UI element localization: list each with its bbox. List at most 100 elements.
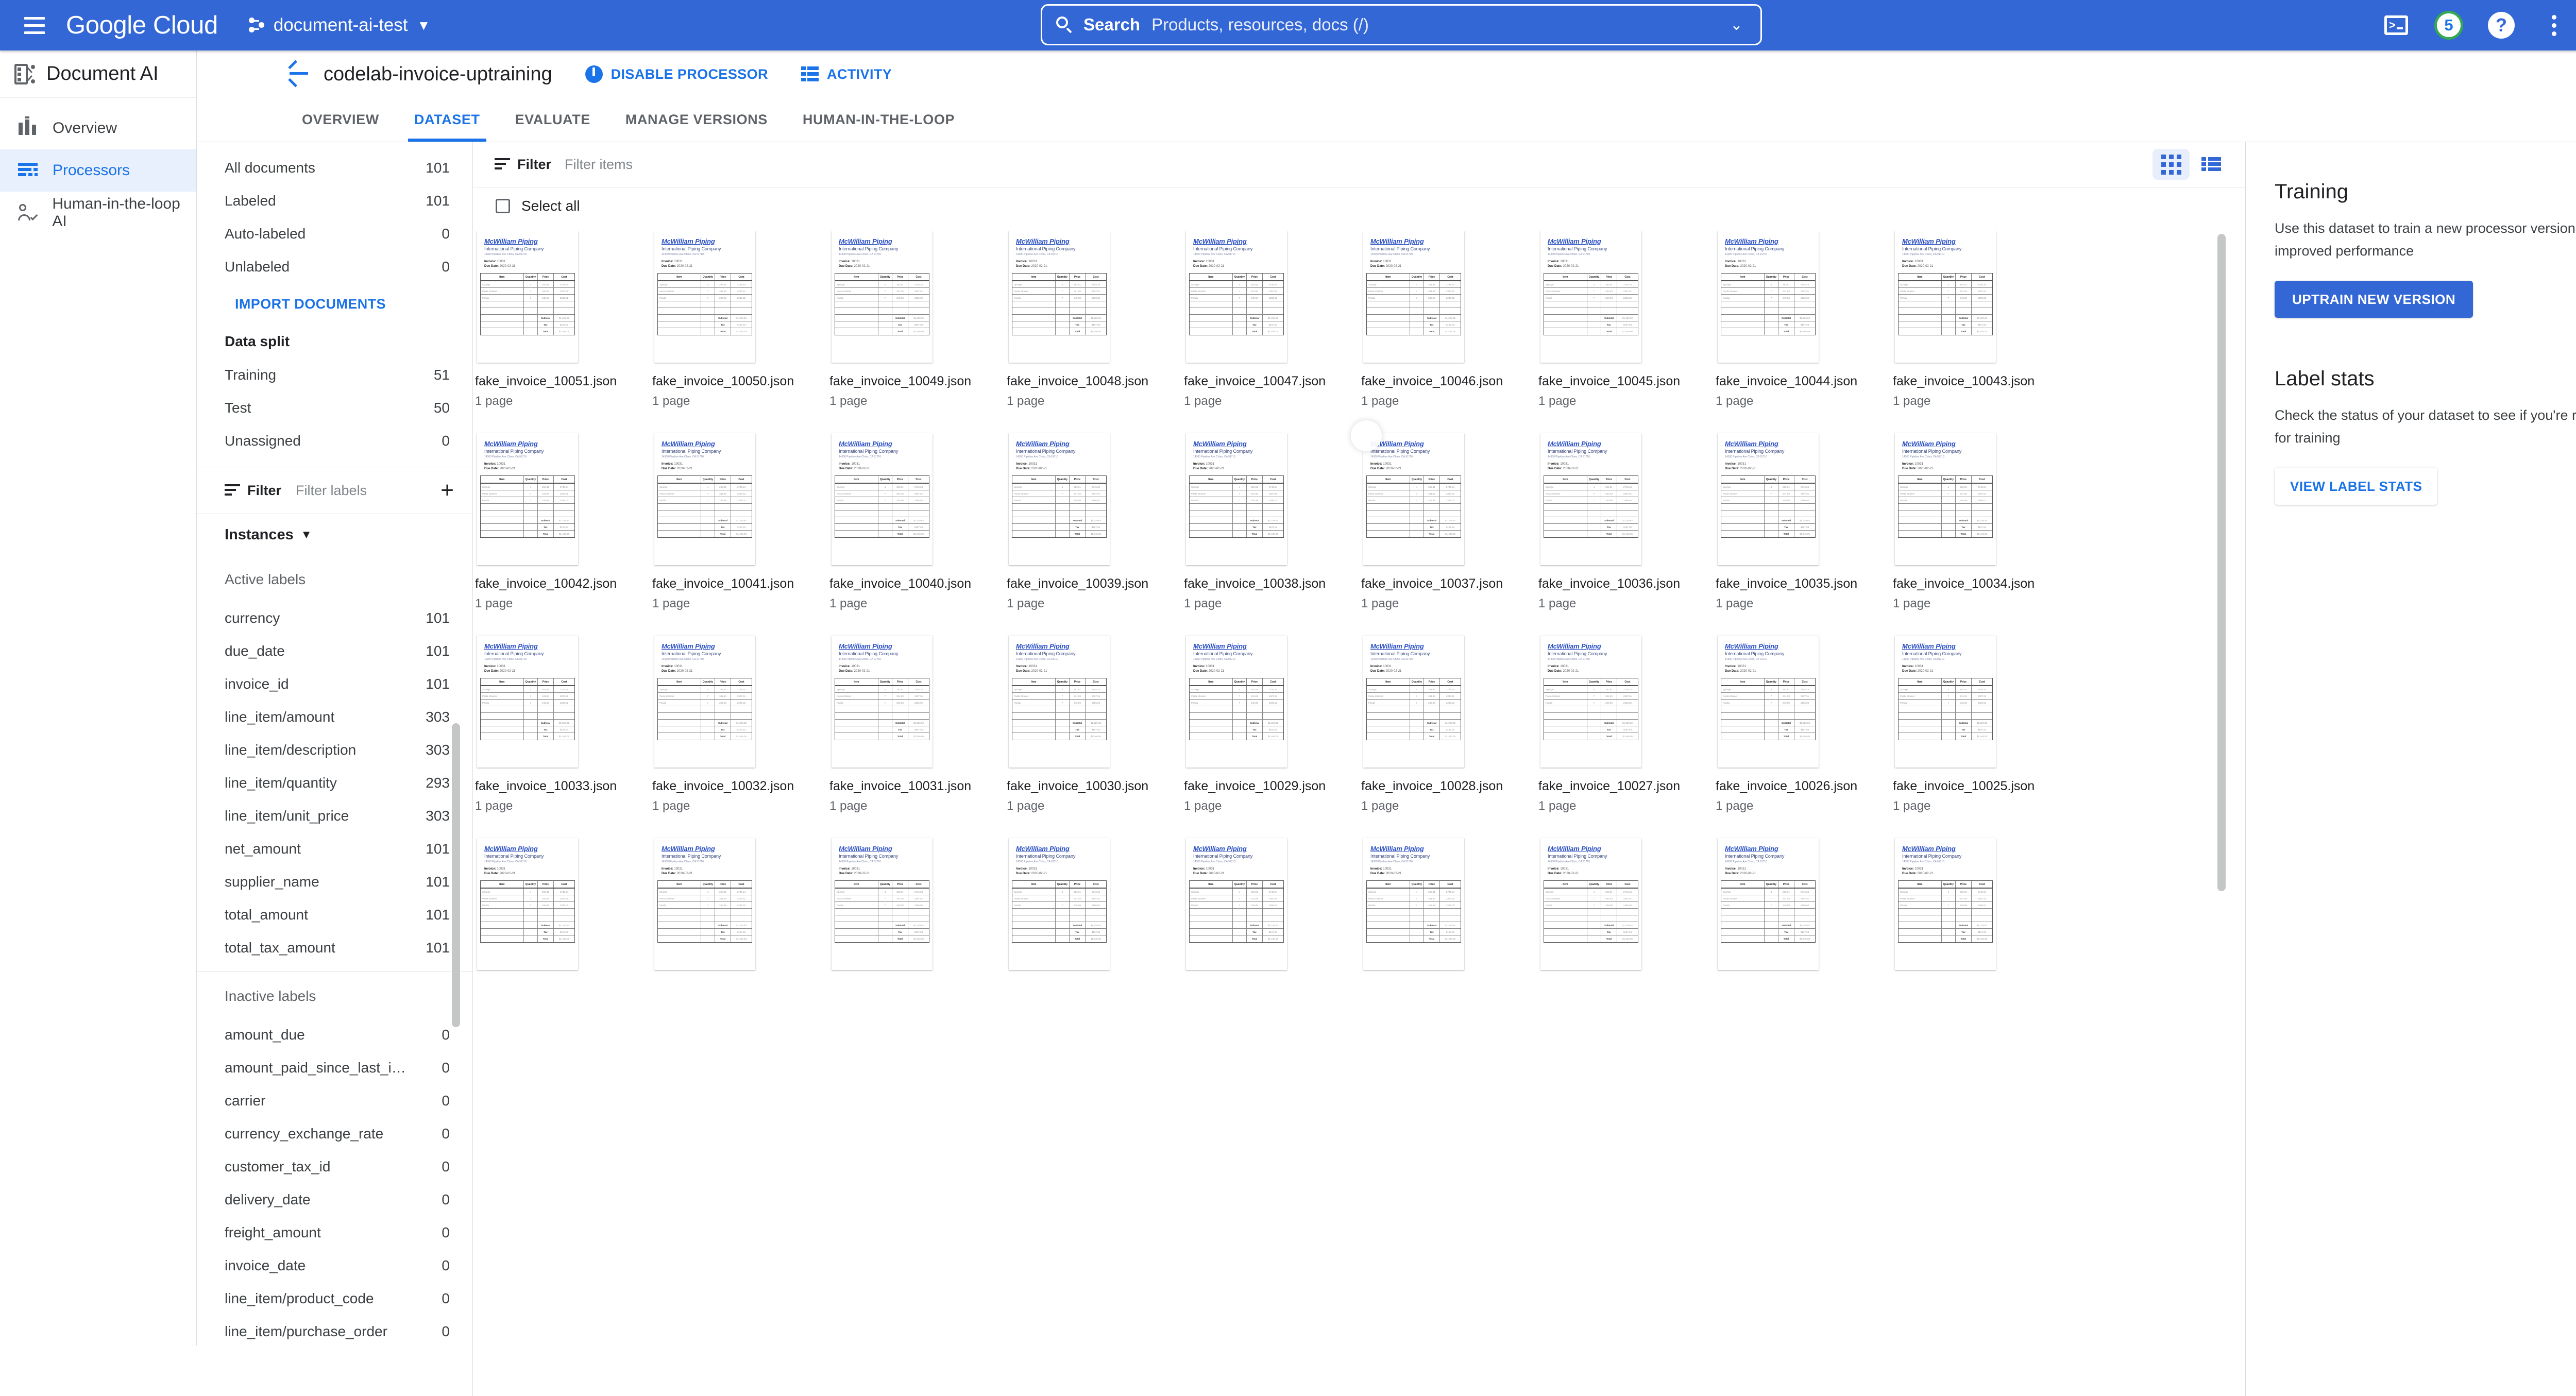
document-thumbnail[interactable]: McWilliam Piping International Piping Com…: [1009, 838, 1110, 970]
document-thumbnail[interactable]: McWilliam Piping International Piping Com…: [1009, 433, 1110, 565]
label-row[interactable]: line_item/description 303: [197, 734, 472, 767]
split-test[interactable]: Test 50: [197, 391, 472, 424]
tab-overview[interactable]: OVERVIEW: [302, 112, 379, 127]
sidebar-item-human-in-the-loop[interactable]: Human-in-the-loop AI: [0, 192, 196, 234]
document-card[interactable]: McWilliam Piping International Piping Com…: [650, 636, 827, 813]
document-card[interactable]: McWilliam Piping International Piping Com…: [1359, 433, 1536, 611]
project-selector[interactable]: document-ai-test ▼: [248, 15, 430, 36]
document-card[interactable]: McWilliam Piping International Piping Com…: [827, 433, 1005, 611]
document-card[interactable]: McWilliam Piping International Piping Com…: [1182, 231, 1359, 408]
document-card[interactable]: McWilliam Piping International Piping Com…: [1714, 231, 1891, 408]
document-thumbnail[interactable]: McWilliam Piping International Piping Com…: [1009, 636, 1110, 768]
google-cloud-logo[interactable]: Google Cloud: [66, 11, 218, 39]
label-row[interactable]: supplier_name 101: [197, 865, 472, 898]
document-thumbnail[interactable]: McWilliam Piping International Piping Com…: [1895, 636, 1996, 768]
document-thumbnail[interactable]: McWilliam Piping International Piping Com…: [832, 433, 933, 565]
document-card[interactable]: McWilliam Piping International Piping Com…: [827, 636, 1005, 813]
document-thumbnail[interactable]: McWilliam Piping International Piping Com…: [1363, 636, 1464, 768]
label-row[interactable]: line_item/quantity 293: [197, 767, 472, 799]
chevron-down-icon[interactable]: ⌄: [1730, 16, 1743, 33]
tab-manage-versions[interactable]: MANAGE VERSIONS: [625, 112, 768, 127]
more-options-icon[interactable]: [2539, 10, 2569, 40]
document-card[interactable]: McWilliam Piping International Piping Com…: [1714, 433, 1891, 611]
document-card[interactable]: McWilliam Piping International Piping Com…: [1005, 433, 1182, 611]
document-card[interactable]: McWilliam Piping International Piping Com…: [1714, 636, 1891, 813]
document-thumbnail[interactable]: McWilliam Piping International Piping Com…: [654, 433, 755, 565]
document-card[interactable]: McWilliam Piping International Piping Com…: [650, 838, 827, 981]
document-card[interactable]: McWilliam Piping International Piping Com…: [650, 433, 827, 611]
document-card[interactable]: McWilliam Piping International Piping Com…: [1891, 636, 2068, 813]
document-thumbnail[interactable]: McWilliam Piping International Piping Com…: [1718, 838, 1819, 970]
notifications-badge[interactable]: 5: [2434, 10, 2464, 40]
document-thumbnail[interactable]: McWilliam Piping International Piping Com…: [832, 838, 933, 970]
label-row[interactable]: carrier 0: [197, 1084, 472, 1117]
label-row[interactable]: invoice_id 101: [197, 668, 472, 701]
label-row[interactable]: amount_paid_since_last_i… 0: [197, 1051, 472, 1084]
label-row[interactable]: amount_due 0: [197, 1018, 472, 1051]
document-card[interactable]: McWilliam Piping International Piping Com…: [473, 838, 650, 981]
document-card[interactable]: McWilliam Piping International Piping Com…: [1536, 838, 1714, 981]
grid-view-icon[interactable]: [2153, 149, 2190, 180]
document-thumbnail[interactable]: McWilliam Piping International Piping Com…: [477, 636, 578, 768]
document-thumbnail[interactable]: McWilliam Piping International Piping Com…: [1363, 838, 1464, 970]
sidebar-item-processors[interactable]: Processors: [0, 149, 196, 192]
document-thumbnail[interactable]: McWilliam Piping International Piping Com…: [477, 838, 578, 970]
cloud-shell-icon[interactable]: [2381, 10, 2411, 40]
document-card[interactable]: McWilliam Piping International Piping Com…: [1182, 838, 1359, 981]
tab-evaluate[interactable]: EVALUATE: [515, 112, 590, 127]
document-thumbnail[interactable]: McWilliam Piping International Piping Com…: [654, 838, 755, 970]
tab-human-in-the-loop[interactable]: HUMAN-IN-THE-LOOP: [802, 112, 955, 127]
document-thumbnail[interactable]: McWilliam Piping International Piping Com…: [1895, 433, 1996, 565]
label-row[interactable]: line_item/product_code 0: [197, 1282, 472, 1315]
document-thumbnail[interactable]: McWilliam Piping International Piping Com…: [1540, 231, 1641, 363]
uptrain-new-version-button[interactable]: UPTRAIN NEW VERSION: [2275, 281, 2473, 318]
view-label-stats-button[interactable]: VIEW LABEL STATS: [2275, 468, 2438, 505]
label-row[interactable]: line_item/purchase_order 0: [197, 1315, 472, 1348]
label-row[interactable]: line_item/amount 303: [197, 701, 472, 734]
document-card[interactable]: McWilliam Piping International Piping Com…: [1891, 838, 2068, 981]
document-thumbnail[interactable]: McWilliam Piping International Piping Com…: [1186, 636, 1287, 768]
document-card[interactable]: McWilliam Piping International Piping Com…: [1005, 231, 1182, 408]
instances-dropdown[interactable]: Instances ▼: [197, 514, 472, 555]
label-row[interactable]: total_tax_amount 101: [197, 931, 472, 964]
document-thumbnail[interactable]: McWilliam Piping International Piping Com…: [1186, 838, 1287, 970]
label-row[interactable]: net_amount 101: [197, 832, 472, 865]
search-input[interactable]: Search Products, resources, docs (/) ⌄: [1041, 4, 1762, 45]
document-card[interactable]: McWilliam Piping International Piping Com…: [1714, 838, 1891, 981]
label-row[interactable]: due_date 101: [197, 635, 472, 668]
document-thumbnail[interactable]: McWilliam Piping International Piping Com…: [1895, 231, 1996, 363]
add-label-icon[interactable]: +: [440, 478, 454, 503]
select-all-checkbox[interactable]: [496, 198, 510, 213]
document-card[interactable]: McWilliam Piping International Piping Com…: [473, 636, 650, 813]
document-card[interactable]: McWilliam Piping International Piping Com…: [827, 231, 1005, 408]
panel-scrollbar[interactable]: [452, 723, 460, 1027]
grid-scrollbar-track[interactable]: [2215, 231, 2228, 1375]
split-training[interactable]: Training 51: [197, 359, 472, 391]
document-card[interactable]: McWilliam Piping International Piping Com…: [1359, 231, 1536, 408]
list-view-icon[interactable]: [2193, 149, 2230, 180]
document-card[interactable]: McWilliam Piping International Piping Com…: [827, 838, 1005, 981]
document-thumbnail[interactable]: McWilliam Piping International Piping Com…: [654, 636, 755, 768]
document-card[interactable]: McWilliam Piping International Piping Com…: [1536, 636, 1714, 813]
label-row[interactable]: currency_exchange_rate 0: [197, 1117, 472, 1150]
split-unassigned[interactable]: Unassigned 0: [197, 424, 472, 457]
label-row[interactable]: line_item/unit_price 303: [197, 799, 472, 832]
activity-button[interactable]: ACTIVITY: [801, 66, 892, 82]
import-documents-button[interactable]: IMPORT DOCUMENTS: [235, 296, 386, 312]
back-arrow-icon[interactable]: [287, 60, 314, 89]
document-card[interactable]: McWilliam Piping International Piping Com…: [1536, 433, 1714, 611]
label-row[interactable]: freight_amount 0: [197, 1216, 472, 1249]
sidebar-item-overview[interactable]: Overview: [0, 107, 196, 149]
document-thumbnail[interactable]: McWilliam Piping International Piping Com…: [1363, 231, 1464, 363]
document-thumbnail[interactable]: McWilliam Piping International Piping Com…: [477, 231, 578, 363]
document-thumbnail[interactable]: McWilliam Piping International Piping Com…: [1540, 433, 1641, 565]
document-thumbnail[interactable]: McWilliam Piping International Piping Com…: [1363, 433, 1464, 565]
document-thumbnail[interactable]: McWilliam Piping International Piping Com…: [1186, 231, 1287, 363]
label-row[interactable]: currency 101: [197, 602, 472, 635]
label-row[interactable]: customer_tax_id 0: [197, 1150, 472, 1183]
hamburger-menu-icon[interactable]: [19, 9, 50, 41]
document-card[interactable]: McWilliam Piping International Piping Com…: [1005, 636, 1182, 813]
label-row[interactable]: total_amount 101: [197, 898, 472, 931]
disable-processor-button[interactable]: DISABLE PROCESSOR: [585, 65, 768, 83]
document-card[interactable]: McWilliam Piping International Piping Com…: [473, 433, 650, 611]
